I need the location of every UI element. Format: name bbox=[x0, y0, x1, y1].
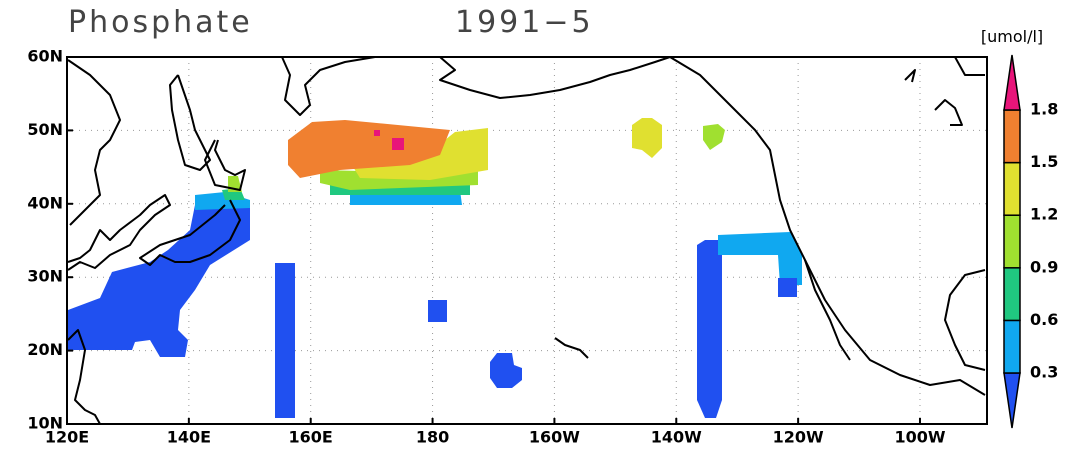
patch bbox=[374, 130, 380, 136]
patch bbox=[703, 124, 725, 150]
patch bbox=[697, 240, 722, 418]
colorbar-label: 0.6 bbox=[1030, 310, 1058, 329]
coast bbox=[67, 329, 101, 425]
colorbar-segment bbox=[1003, 319, 1021, 374]
lon-label: 140W bbox=[651, 428, 702, 447]
patch bbox=[350, 128, 488, 180]
patch bbox=[632, 118, 662, 158]
lon-label: 160W bbox=[529, 428, 580, 447]
lon-label: 120W bbox=[773, 428, 824, 447]
lon-label: 100W bbox=[894, 428, 945, 447]
lat-label: 30N bbox=[27, 267, 63, 286]
coast bbox=[281, 56, 376, 116]
lon-label: 160E bbox=[289, 428, 333, 447]
colorbar-segment bbox=[1003, 54, 1021, 111]
colorbar-segment bbox=[1003, 161, 1021, 216]
colorbar-label: 1.5 bbox=[1030, 152, 1058, 171]
coast bbox=[139, 199, 241, 266]
coastlines bbox=[67, 56, 986, 425]
coast bbox=[67, 194, 171, 271]
lat-label: 60N bbox=[27, 47, 63, 66]
lat-label: 40N bbox=[27, 193, 63, 212]
patch bbox=[288, 120, 450, 178]
patch bbox=[428, 300, 447, 322]
plot-frame bbox=[66, 56, 988, 425]
lon-label: 120E bbox=[45, 428, 89, 447]
colorbar: 0.3 0.6 0.9 1.2 1.5 1.8 bbox=[1003, 54, 1058, 429]
colorbar-label: 1.2 bbox=[1030, 205, 1058, 224]
colorbar-label: 0.9 bbox=[1030, 257, 1058, 276]
coast bbox=[669, 56, 986, 396]
lon-label: 180 bbox=[416, 428, 449, 447]
data-patches bbox=[68, 118, 802, 418]
lat-label: 50N bbox=[27, 120, 63, 139]
coast bbox=[439, 56, 671, 99]
coast bbox=[804, 259, 851, 361]
colorbar-segment bbox=[1003, 267, 1021, 322]
colorbar-segment bbox=[1003, 214, 1021, 269]
colorbar-segment bbox=[1003, 372, 1021, 429]
period: 1991−5 bbox=[455, 5, 594, 40]
lat-label: 10N bbox=[27, 414, 63, 433]
lon-label: 140E bbox=[167, 428, 211, 447]
patch bbox=[68, 205, 250, 357]
coast bbox=[904, 69, 916, 83]
coast bbox=[934, 99, 963, 126]
patch bbox=[778, 278, 797, 297]
coast bbox=[169, 74, 211, 171]
patch bbox=[718, 232, 802, 285]
title: Phosphate bbox=[68, 5, 253, 40]
colorbar-segment bbox=[1003, 109, 1021, 164]
coast bbox=[954, 56, 985, 76]
colorbar-label: 0.3 bbox=[1030, 363, 1058, 382]
lat-label: 20N bbox=[27, 340, 63, 359]
patch bbox=[275, 263, 295, 418]
coast bbox=[204, 139, 246, 191]
units: [umol/l] bbox=[981, 27, 1043, 46]
patch bbox=[392, 138, 404, 150]
colorbar-label: 1.8 bbox=[1030, 100, 1058, 119]
coast bbox=[944, 269, 986, 371]
coast bbox=[554, 337, 589, 359]
patch bbox=[490, 353, 522, 388]
coast bbox=[67, 59, 121, 226]
